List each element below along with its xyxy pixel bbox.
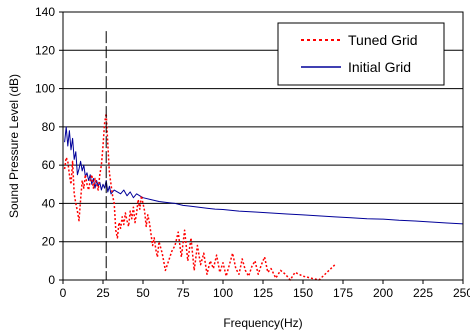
x-tick-label-125: 125 [253,286,273,300]
y-tick-label-140: 140 [35,5,55,19]
axis-layer: 0 20 40 60 80 100 120 140 0 25 50 75 100 125 150 175 200… [35,5,470,300]
y-tick-label-40: 40 [42,196,56,210]
x-tick-label-250: 250 [453,286,470,300]
series-line-tuned-grid [63,112,336,281]
legend-label-initial-grid: Initial Grid [348,59,411,75]
y-tick-label-20: 20 [42,235,56,249]
x-tick-label-25: 25 [96,286,110,300]
legend-box [277,22,445,86]
y-tick-label-80: 80 [42,120,56,134]
y-tick-label-0: 0 [48,273,55,287]
y-tick-label-120: 120 [35,43,55,57]
legend-label-tuned-grid: Tuned Grid [348,32,418,48]
x-tick-label-0: 0 [60,286,67,300]
x-tick-label-200: 200 [373,286,393,300]
x-tick-label-175: 175 [333,286,353,300]
y-tick-label-60: 60 [42,158,56,172]
x-tick-label-75: 75 [176,286,190,300]
x-tick-label-100: 100 [213,286,233,300]
x-tick-label-225: 225 [413,286,433,300]
legend-layer: Tuned Grid Initial Grid [277,22,445,86]
series-line-initial-grid [64,126,464,225]
series-layer [63,112,464,281]
x-tick-label-50: 50 [136,286,150,300]
x-tick-label-150: 150 [293,286,313,300]
y-axis-title: Sound Pressure Level (dB) [7,74,21,218]
x-axis-title: Frequency(Hz) [223,316,302,330]
y-tick-label-100: 100 [35,82,55,96]
